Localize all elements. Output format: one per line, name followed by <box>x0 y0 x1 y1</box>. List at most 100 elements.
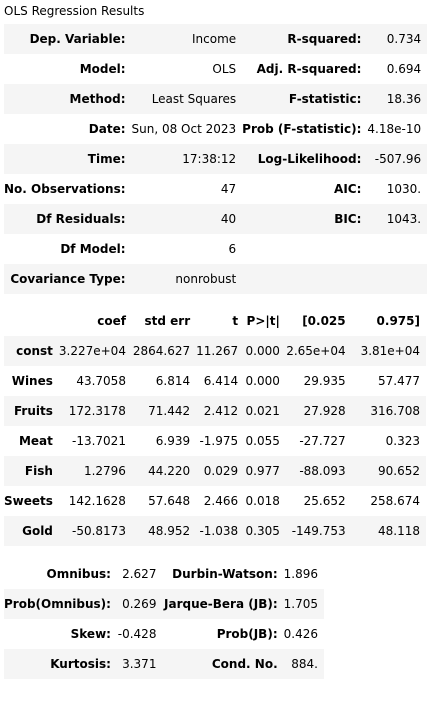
coefficient-cell: 71.442 <box>131 396 197 426</box>
diagnostics-table: Omnibus: 2.627 Durbin-Watson: 1.896 Prob(Omn… <box>4 559 324 679</box>
coefficient-cell: 2.412 <box>196 396 245 426</box>
coefficient-table: coef std err t P>|t| [0.025 0.975] const 3.227… <box>4 306 426 546</box>
coefficient-row: Fruits 172.3178 71.442 2.412 0.021 27.928 316.… <box>4 396 426 426</box>
diagnostic-label: Kurtosis: <box>4 649 117 679</box>
variable-name: Gold <box>4 516 59 546</box>
variable-name: Fish <box>4 456 59 486</box>
table-caption: OLS Regression Results <box>4 4 145 18</box>
coefficient-cell: 44.220 <box>131 456 197 486</box>
diagnostic-row: Kurtosis: 3.371 Cond. No. 884. <box>4 649 324 679</box>
summary-label: AIC: <box>334 182 362 196</box>
summary-value: 1043. <box>367 204 428 234</box>
summary-row: Df Residuals: 40 BIC: 1043. <box>4 204 428 234</box>
diagnostic-label: Prob(JB): <box>216 627 278 641</box>
diagnostic-value: -0.428 <box>117 627 157 641</box>
coefficient-cell: 0.021 <box>244 396 286 426</box>
summary-value <box>367 234 427 264</box>
coefficient-cell: -13.7021 <box>72 434 126 448</box>
summary-value: 17:38:12 <box>131 144 243 174</box>
diagnostic-row: Omnibus: 2.627 Durbin-Watson: 1.896 <box>4 559 324 589</box>
coefficient-cell: 1.2796 <box>58 456 132 486</box>
summary-value: Income <box>131 24 243 54</box>
summary-value: Sun, 08 Oct 2023 <box>131 122 237 136</box>
variable-name: Meat <box>18 434 53 448</box>
coefficient-cell: 172.3178 <box>58 396 132 426</box>
coefficient-cell: -88.093 <box>285 456 352 486</box>
coefficient-cell: -27.727 <box>299 434 346 448</box>
summary-row: Method: Least Squares F-statistic: 18.36 <box>4 84 428 114</box>
summary-value: 47 <box>220 182 237 196</box>
summary-value: 4.18e-10 <box>367 122 422 136</box>
summary-value: 18.36 <box>367 84 428 114</box>
coefficient-cell: 6.939 <box>155 434 191 448</box>
diagnostic-value: 0.426 <box>283 627 318 641</box>
coefficient-cell: 6.414 <box>203 374 239 388</box>
summary-value: 6 <box>228 242 237 256</box>
summary-label: F-statistic: <box>242 84 368 114</box>
coefficient-cell: 11.267 <box>196 336 245 366</box>
summary-label: Model: <box>79 62 126 76</box>
column-header: t <box>232 314 239 328</box>
summary-value: 1030. <box>386 182 422 196</box>
summary-row: Model: OLS Adj. R-squared: 0.694 <box>4 54 427 84</box>
diagnostic-label: Omnibus: <box>46 567 111 581</box>
summary-label <box>242 264 368 294</box>
coefficient-cell: 258.674 <box>370 494 420 508</box>
coefficient-cell: 0.055 <box>245 434 280 448</box>
model-summary-table: Dep. Variable: Income R-squared: 0.734 Model… <box>4 24 428 294</box>
summary-label: Dep. Variable: <box>4 24 132 54</box>
coefficient-row: Gold -50.8173 48.952 -1.038 0.305 -149.753 48.… <box>4 516 426 546</box>
coefficient-row: Wines 43.7058 6.814 6.414 0.000 29.935 57.477 <box>4 366 426 396</box>
column-header: 0.975] <box>376 314 420 328</box>
column-header: coef <box>97 314 126 328</box>
diagnostic-label: Prob(Omnibus): <box>4 589 117 619</box>
summary-row: Covariance Type: nonrobust <box>4 264 428 294</box>
coefficient-cell: 48.118 <box>351 516 426 546</box>
column-header: [0.025 <box>302 314 346 328</box>
summary-label: R-squared: <box>242 24 368 54</box>
coefficient-cell: 48.952 <box>131 516 197 546</box>
summary-label <box>242 234 367 264</box>
coefficient-cell: 0.000 <box>244 336 286 366</box>
summary-label: Covariance Type: <box>4 264 132 294</box>
variable-name: Sweets <box>4 494 53 508</box>
variable-name: const <box>4 336 59 366</box>
coefficient-row: Meat -13.7021 6.939 -1.975 0.055 -27.727 0.323 <box>4 426 426 456</box>
summary-label: Method: <box>4 84 132 114</box>
variable-name: Fruits <box>4 396 59 426</box>
diagnostic-value: 884. <box>283 649 324 679</box>
coefficient-cell: 0.029 <box>196 456 245 486</box>
coefficient-cell: 57.648 <box>148 494 191 508</box>
summary-label: Df Residuals: <box>4 204 132 234</box>
coefficient-cell: 43.7058 <box>76 374 126 388</box>
column-header: std err <box>144 314 191 328</box>
coefficient-cell: -1.975 <box>199 434 239 448</box>
summary-value <box>367 264 428 294</box>
summary-label: Log-Likelihood: <box>242 144 368 174</box>
coefficient-cell: -1.038 <box>196 516 245 546</box>
summary-row: Df Model: 6 <box>4 234 427 264</box>
coefficient-cell: 0.000 <box>245 374 280 388</box>
diagnostic-value: 3.371 <box>116 649 163 679</box>
summary-value: -507.96 <box>367 144 428 174</box>
diagnostic-label: Durbin-Watson: <box>172 567 278 581</box>
coefficient-cell: 316.708 <box>351 396 426 426</box>
summary-row: No. Observations: 47 AIC: 1030. <box>4 174 427 204</box>
summary-label: Df Model: <box>60 242 126 256</box>
coefficient-cell: 6.814 <box>155 374 191 388</box>
coefficient-cell: 2.65e+04 <box>285 336 352 366</box>
summary-row: Date: Sun, 08 Oct 2023 Prob (F-statistic):… <box>4 114 427 144</box>
coefficient-cell: 3.81e+04 <box>351 336 426 366</box>
coefficient-cell: 3.227e+04 <box>58 336 132 366</box>
coefficient-cell: 90.652 <box>351 456 426 486</box>
coefficient-cell: 0.305 <box>244 516 286 546</box>
diagnostic-value: 0.269 <box>116 589 163 619</box>
coefficient-cell: 29.935 <box>303 374 346 388</box>
summary-row: Time: 17:38:12 Log-Likelihood: -507.96 <box>4 144 428 174</box>
summary-value: 0.734 <box>367 24 428 54</box>
diagnostic-value: 1.896 <box>283 567 318 581</box>
summary-value: Least Squares <box>131 84 243 114</box>
diagnostic-label: Jarque-Bera (JB): <box>162 589 284 619</box>
summary-label: Date: <box>88 122 126 136</box>
coefficient-cell: 2864.627 <box>131 336 197 366</box>
